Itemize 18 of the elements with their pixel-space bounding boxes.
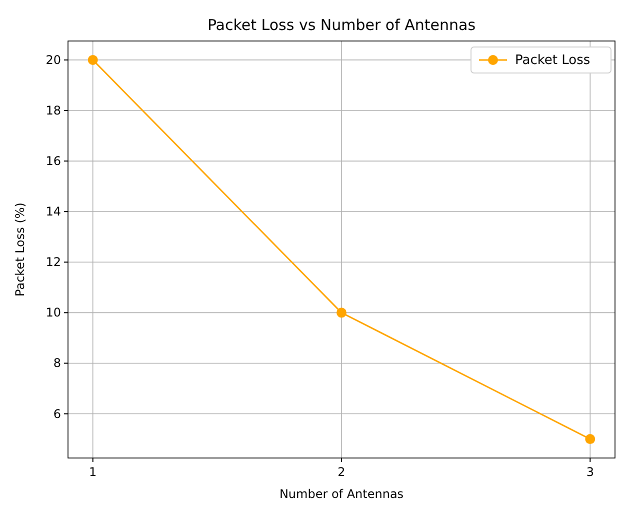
point: [336, 308, 346, 318]
point: [88, 54, 98, 65]
point: [585, 434, 596, 444]
legend-label: Packet Loss: [515, 53, 590, 68]
y-tick-label: 20: [46, 52, 61, 67]
y-tick-label: 14: [46, 204, 61, 219]
y-tick-label: 16: [46, 154, 61, 168]
y-tick-label: 8: [53, 356, 61, 370]
y-tick-label: 18: [46, 104, 61, 118]
x-tick-label: 1: [89, 465, 97, 479]
y-tick-label: 10: [46, 306, 61, 320]
y-tick-label: 12: [46, 255, 61, 270]
x-tick-label: 3: [586, 465, 594, 479]
chart-title: Packet Loss vs Number of Antennas: [207, 16, 476, 34]
y-tick-label: 6: [53, 406, 61, 421]
x-tick-label: 2: [338, 465, 346, 479]
x-axis-title: Number of Antennas: [279, 487, 404, 501]
y-axis-title: Packet Loss (%): [13, 202, 27, 296]
